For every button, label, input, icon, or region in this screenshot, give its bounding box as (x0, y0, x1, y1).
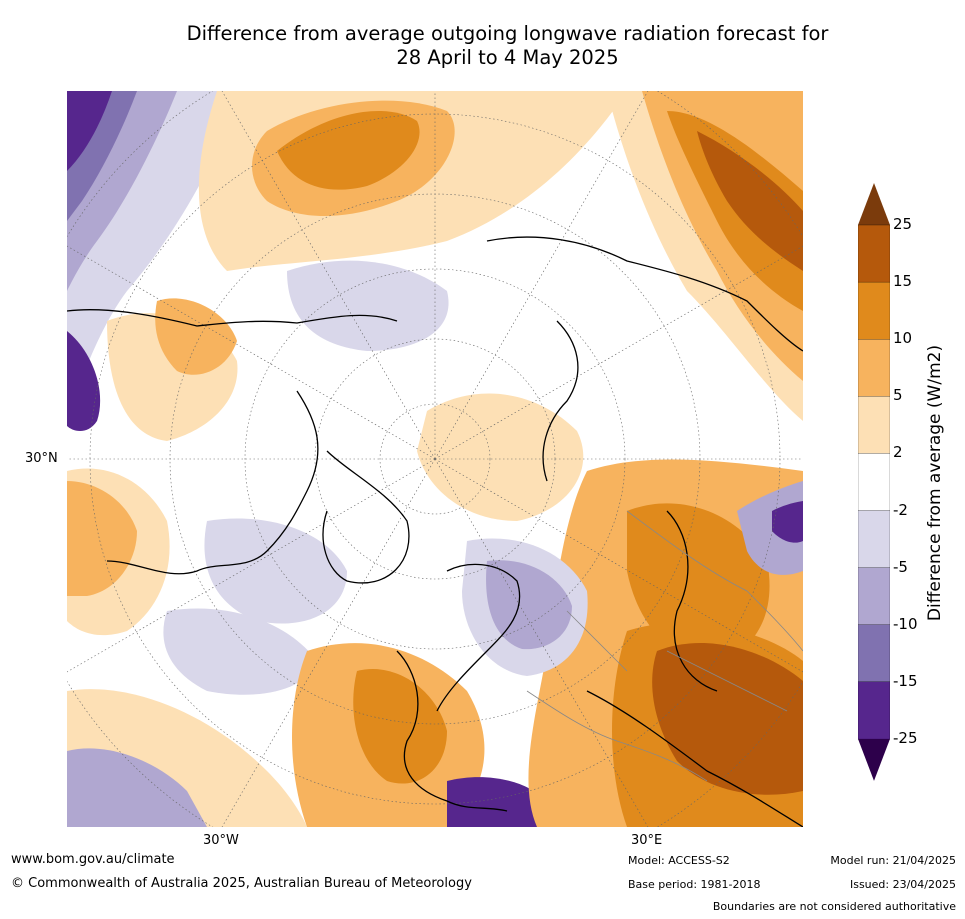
graticule (67, 91, 803, 827)
olr-anomaly-map (67, 91, 803, 827)
colorbar-segment (858, 624, 890, 683)
anomaly-region (737, 481, 803, 575)
lon-label-30w: 30°W (203, 833, 239, 848)
anomaly-region (67, 748, 207, 827)
colorbar-extend-top (858, 183, 890, 225)
country-borders (526, 510, 803, 782)
colorbar-segment (858, 567, 890, 626)
anomaly-region (67, 481, 137, 596)
colorbar-tick-label: -25 (893, 728, 918, 747)
anomaly-region (287, 260, 449, 351)
anomaly-region (697, 131, 803, 271)
colorbar-segment (858, 281, 890, 340)
anomaly-region (627, 503, 770, 661)
colorbar-label: Difference from average (W/m2) (925, 344, 945, 622)
colorbar-tick-label: -5 (893, 557, 908, 576)
colorbar-extend-bottom (858, 738, 890, 781)
anomaly-region (155, 298, 237, 375)
title-line-1: Difference from average outgoing longwav… (186, 22, 829, 45)
colorbar-segment (858, 510, 890, 569)
map-title: Difference from average outgoing longwav… (0, 22, 965, 70)
colorbar-tick-label: -10 (893, 614, 918, 633)
model-run-text: Model run: 21/04/2025 (830, 854, 956, 867)
title-line-2: 28 April to 4 May 2025 (396, 46, 619, 69)
copyright-text: © Commonwealth of Australia 2025, Austra… (11, 876, 472, 891)
disclaimer-text: Boundaries are not considered authoritat… (712, 900, 956, 913)
coastlines (67, 236, 803, 827)
website-link[interactable]: www.bom.gov.au/climate (11, 852, 175, 867)
anomaly-region (652, 642, 803, 795)
anomaly-region (67, 331, 101, 431)
colorbar-tick-label: 10 (893, 329, 913, 348)
anomaly-region (163, 608, 317, 695)
anomaly-region (353, 669, 447, 784)
colorbar-tick-label: 15 (893, 272, 913, 291)
colorbar-segment (858, 396, 890, 455)
anomaly-region (277, 111, 420, 190)
colorbar-tick-label: 5 (893, 386, 903, 405)
colorbar-segment (858, 224, 890, 283)
anomaly-region (417, 393, 584, 521)
anomaly-region (486, 560, 572, 650)
anomaly-region (67, 91, 112, 171)
colorbar (858, 183, 890, 781)
colorbar-segment (858, 681, 890, 740)
anomaly-region (772, 501, 803, 543)
map-canvas (67, 91, 803, 827)
lat-label-30n: 30°N (25, 451, 58, 466)
colorbar-segment (858, 453, 890, 512)
colorbar-tick-label: -2 (893, 500, 908, 519)
lon-label-30e: 30°E (631, 833, 663, 848)
base-period-text: Base period: 1981-2018 (628, 878, 761, 891)
colorbar-tick-label: 2 (893, 443, 903, 462)
anomaly-region (204, 518, 347, 624)
colorbar-tick-label: 25 (893, 215, 913, 233)
colorbar-segment (858, 339, 890, 397)
issued-text: Issued: 23/04/2025 (849, 878, 956, 891)
model-text: Model: ACCESS-S2 (628, 854, 730, 867)
colorbar-tick-label: -15 (893, 671, 918, 690)
